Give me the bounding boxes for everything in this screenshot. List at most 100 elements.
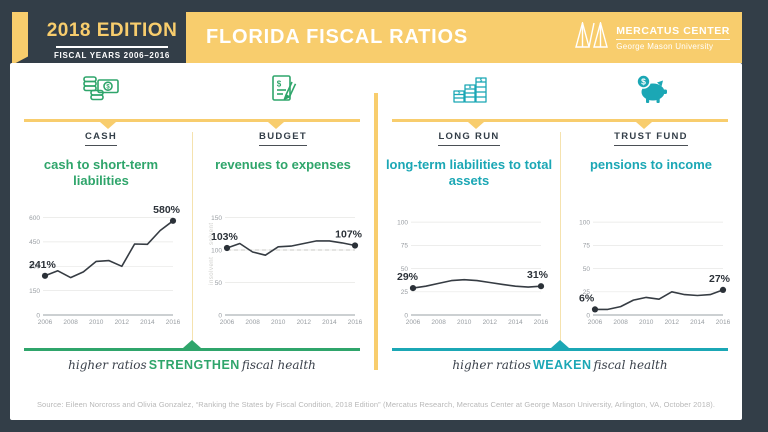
svg-text:0: 0 xyxy=(218,312,222,319)
svg-text:2012: 2012 xyxy=(665,319,680,326)
edition-badge-rule xyxy=(56,46,168,48)
svg-text:0: 0 xyxy=(586,312,590,319)
content-card: $ $ xyxy=(10,63,742,420)
svg-text:2014: 2014 xyxy=(322,319,337,326)
category-label: CASH xyxy=(84,131,118,146)
chart-long-run: 0 25 50 75 100 2006 2008 2010 2012 2014 2016 29% 31% xyxy=(389,193,549,343)
svg-text:580%: 580% xyxy=(153,204,181,216)
header-accent-rule-left xyxy=(24,119,360,129)
svg-text:2006: 2006 xyxy=(588,319,603,326)
svg-text:2010: 2010 xyxy=(271,319,286,326)
svg-text:0: 0 xyxy=(404,312,408,319)
header-accent-rule-right xyxy=(392,119,728,129)
ratio-title: long-term liabilities to total assets xyxy=(385,157,553,189)
category-label: BUDGET xyxy=(259,131,307,146)
cash-coins-icon: $ xyxy=(10,73,192,110)
budget-document-icon: $ xyxy=(192,73,374,110)
svg-text:107%: 107% xyxy=(335,229,363,241)
svg-text:$: $ xyxy=(106,84,110,90)
svg-text:2006: 2006 xyxy=(220,319,235,326)
svg-text:241%: 241% xyxy=(29,259,57,271)
tagline-emphasis: STRENGTHEN xyxy=(148,358,240,372)
svg-text:75: 75 xyxy=(583,243,591,250)
tagline-prefix: higher ratios xyxy=(452,358,531,372)
svg-text:2006: 2006 xyxy=(38,319,53,326)
svg-text:75: 75 xyxy=(401,243,409,250)
svg-text:103%: 103% xyxy=(211,231,239,243)
tagline-suffix: fiscal health xyxy=(593,358,668,372)
svg-text:100: 100 xyxy=(211,247,222,254)
svg-text:2010: 2010 xyxy=(457,319,472,326)
coin-stacks-icon: $ $ $ xyxy=(378,73,560,110)
logo-name: MERCATUS CENTER xyxy=(616,25,730,40)
ratio-title: revenues to expenses xyxy=(215,157,351,172)
chart-trust-fund: 0 25 50 75 100 2006 2008 2010 2012 2014 2016 6% 27% xyxy=(571,193,731,343)
mercatus-logo-text: MERCATUS CENTER George Mason University xyxy=(616,25,730,51)
weaken-half: $ $ $ xyxy=(378,63,742,420)
svg-text:2008: 2008 xyxy=(431,319,446,326)
svg-text:25: 25 xyxy=(401,289,409,296)
svg-text:2008: 2008 xyxy=(613,319,628,326)
svg-text:0: 0 xyxy=(36,312,40,319)
ratio-title: pensions to income xyxy=(589,157,713,172)
edition-badge-title: 2018 EDITION xyxy=(46,20,178,41)
svg-text:100: 100 xyxy=(579,219,590,226)
chart-budget: 0 50 100 150 solvent insolvent 2006 2008 2010 201… xyxy=(203,193,363,343)
svg-text:25: 25 xyxy=(583,289,591,296)
svg-text:$: $ xyxy=(458,89,461,94)
panel-divider xyxy=(560,132,561,344)
title-band: FLORIDA FISCAL RATIOS MERCATUS CENTER Ge… xyxy=(186,12,742,63)
panel-trust-fund: TRUST FUND pensions to income 0 25 50 75 100… xyxy=(560,122,742,343)
panel-long-run: LONG RUN long-term liabilities to total … xyxy=(378,122,560,343)
category-label: TRUST FUND xyxy=(614,131,688,146)
svg-text:2010: 2010 xyxy=(639,319,654,326)
tagline-strengthen: higher ratios STRENGTHEN fiscal health xyxy=(24,340,360,372)
svg-text:2014: 2014 xyxy=(690,319,705,326)
edition-badge-subtitle: FISCAL YEARS 2006–2016 xyxy=(53,51,171,60)
svg-text:6%: 6% xyxy=(579,292,595,304)
panel-cash: CASH cash to short-term liabilities 0 150… xyxy=(10,122,192,343)
center-divider xyxy=(374,93,378,370)
svg-text:50: 50 xyxy=(215,280,223,287)
tagline-weaken: higher ratios WEAKEN fiscal health xyxy=(392,340,728,372)
tagline-prefix: higher ratios xyxy=(68,358,147,372)
logo-subname: George Mason University xyxy=(616,41,714,51)
svg-text:300: 300 xyxy=(29,264,40,271)
svg-text:2016: 2016 xyxy=(166,319,181,326)
svg-text:2012: 2012 xyxy=(115,319,130,326)
svg-text:$: $ xyxy=(469,84,472,89)
tagline-suffix: fiscal health xyxy=(241,358,316,372)
svg-text:150: 150 xyxy=(211,215,222,222)
mercatus-logo: MERCATUS CENTER George Mason University xyxy=(575,12,730,63)
svg-text:$: $ xyxy=(641,76,646,86)
svg-text:2010: 2010 xyxy=(89,319,104,326)
chart-cash: 0 150 300 450 600 2006 2008 2010 2012 2014 2016 241… xyxy=(21,193,181,343)
svg-text:2006: 2006 xyxy=(406,319,421,326)
svg-text:150: 150 xyxy=(29,288,40,295)
svg-text:100: 100 xyxy=(397,219,408,226)
svg-text:50: 50 xyxy=(583,266,591,273)
svg-text:2014: 2014 xyxy=(508,319,523,326)
svg-text:solvent: solvent xyxy=(209,222,215,245)
svg-text:2008: 2008 xyxy=(245,319,260,326)
svg-text:$: $ xyxy=(480,77,483,82)
svg-text:29%: 29% xyxy=(397,271,419,283)
page-title: FLORIDA FISCAL RATIOS xyxy=(206,26,468,48)
strengthen-half: $ $ xyxy=(10,63,374,420)
tagline-emphasis: WEAKEN xyxy=(532,358,592,372)
svg-text:2016: 2016 xyxy=(716,319,731,326)
svg-text:2016: 2016 xyxy=(534,319,549,326)
svg-text:600: 600 xyxy=(29,215,40,222)
svg-text:$: $ xyxy=(277,79,282,88)
svg-text:50: 50 xyxy=(401,266,409,273)
svg-text:2012: 2012 xyxy=(483,319,498,326)
piggy-bank-icon: $ xyxy=(560,73,742,110)
svg-text:2014: 2014 xyxy=(140,319,155,326)
source-citation: Source: Eileen Norcross and Olivia Gonza… xyxy=(36,400,716,409)
mercatus-logo-mark-icon xyxy=(575,20,609,53)
svg-text:450: 450 xyxy=(29,239,40,246)
svg-text:2012: 2012 xyxy=(297,319,312,326)
svg-text:2008: 2008 xyxy=(63,319,78,326)
svg-text:insolvent: insolvent xyxy=(209,257,215,285)
